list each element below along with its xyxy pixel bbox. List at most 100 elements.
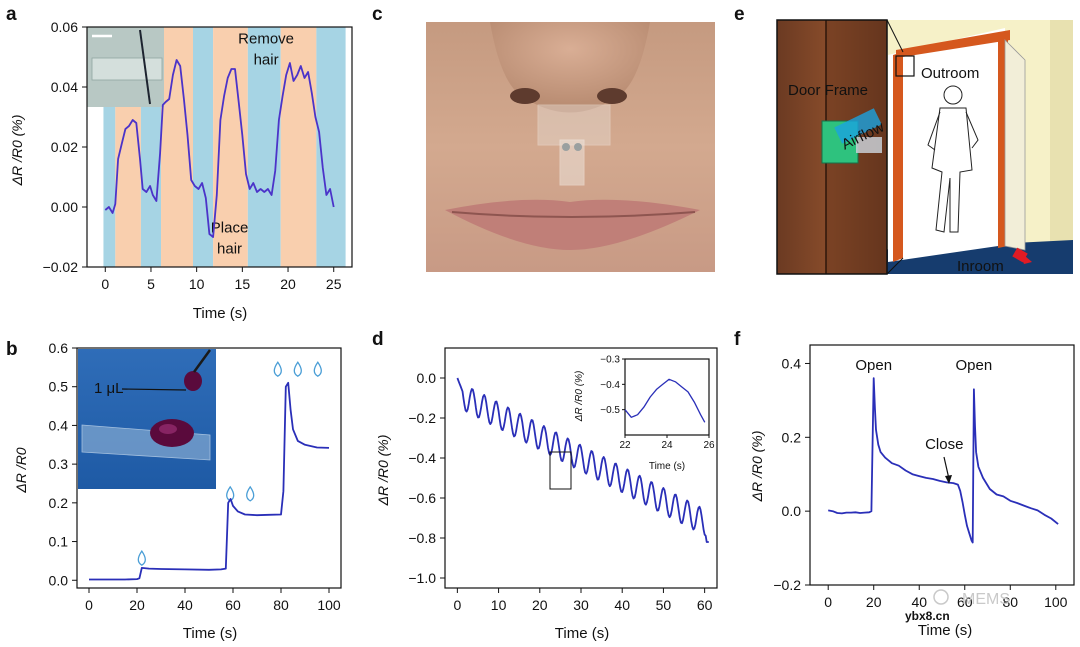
chart-d-xtick-label: 30 xyxy=(573,597,589,613)
chart-b-series-line xyxy=(89,381,330,581)
chart-f-xtick-label: 60 xyxy=(957,594,973,610)
chart-a-band-place xyxy=(103,27,116,267)
chart-d-zoom-box xyxy=(549,451,572,490)
watermark-site: ybx8.cn xyxy=(905,609,950,623)
chart-b-droplet-icon xyxy=(273,361,282,377)
chart-a-ytick-label: 0.00 xyxy=(51,199,78,215)
chart-d-inset-series-line xyxy=(624,378,706,423)
chart-d-inset-ytick-label: −0.3 xyxy=(600,355,620,366)
chart-d-xtick-label: 10 xyxy=(491,597,507,613)
chart-a-annotation: hair xyxy=(254,52,279,69)
chart-f-ytick-label: 0.4 xyxy=(782,355,802,371)
chart-a-xtick-label: 10 xyxy=(189,276,205,292)
chart-f-ytick-label: 0.2 xyxy=(782,429,802,445)
chart-d-inset-ytick-label: −0.4 xyxy=(600,380,620,391)
chart-b-xtick-label: 40 xyxy=(177,597,193,613)
panel-letter-b: b xyxy=(6,339,18,360)
panel-letter-d: d xyxy=(372,329,384,350)
chart-a-annotation: Place xyxy=(211,220,249,237)
chart-b-droplet-icon xyxy=(313,361,322,377)
chart-d-xtick-label: 60 xyxy=(697,597,713,613)
chart-d-xtick-label: 0 xyxy=(453,597,461,613)
chart-d-xtick-label: 20 xyxy=(532,597,548,613)
chart-b-inset-photo: 1 μL xyxy=(78,349,216,489)
chart-d-inset-xtick-label: 22 xyxy=(619,440,631,451)
chart-b-xtick-label: 20 xyxy=(129,597,145,613)
chart-f-ylabel: ΔR /R0 (%) xyxy=(749,431,765,503)
chart-a-band-place xyxy=(247,27,281,267)
panel-letter-e: e xyxy=(734,4,745,25)
chart-d-inset-xtick-label: 26 xyxy=(703,440,715,451)
chart-f-xtick-label: 40 xyxy=(911,594,927,610)
chart-f-annotations: Open Open Close xyxy=(855,357,992,453)
chart-d-inset-ylabel: ΔR /R0 (%) xyxy=(574,371,585,423)
chart-d-breathing-response: 0 10 20 30 40 50 60 0.0 −0.2 −0.4 −0.6 −0.8 −1.0 Tim… xyxy=(375,347,718,642)
chart-a-ytick-label: −0.02 xyxy=(43,259,79,275)
chart-b-droplets xyxy=(137,361,322,566)
chart-f-annotation: Open xyxy=(855,357,892,374)
chart-a-xtick-label: 20 xyxy=(280,276,296,292)
chart-a-annotation: hair xyxy=(217,241,242,258)
chart-d-xlabel: Time (s) xyxy=(555,625,609,642)
chart-a-annotation: Remove xyxy=(238,31,294,48)
chart-b-droplet-icon xyxy=(293,361,302,377)
chart-d-inset-xtick-label: 24 xyxy=(661,440,673,451)
chart-f-xtick-label: 20 xyxy=(866,594,882,610)
chart-d-ylabel: ΔR /R0 (%) xyxy=(375,435,391,507)
chart-b-ytick-label: 0.1 xyxy=(49,534,69,550)
chart-f-annotation: Open xyxy=(956,357,993,374)
chart-f-ytick-label: 0.0 xyxy=(782,503,802,519)
chart-a-ytick-label: 0.04 xyxy=(51,79,78,95)
chart-a-xtick-label: 5 xyxy=(147,276,155,292)
chart-a-ytick-label: 0.02 xyxy=(51,139,78,155)
chart-b-inset-volume-label: 1 μL xyxy=(94,380,124,397)
chart-b-ylabel: ΔR /R0 xyxy=(13,447,29,493)
chart-a-xtick-label: 25 xyxy=(326,276,342,292)
chart-a-hair-response: Remove hair Place hair 0 5 10 15 20 25 −0.02 0.00 0… xyxy=(9,19,353,322)
chart-d-inset-axes: 22 24 26 −0.3 −0.4 −0.5 xyxy=(600,355,715,452)
chart-d-ytick-label: −1.0 xyxy=(408,570,436,586)
chart-d-ytick-label: −0.6 xyxy=(408,490,436,506)
chart-b-ytick-label: 0.6 xyxy=(49,340,69,356)
chart-d-ytick-label: −0.4 xyxy=(408,450,436,466)
chart-d-xtick-label: 50 xyxy=(656,597,672,613)
chart-a-series-line xyxy=(104,59,335,238)
photo-c-nose-sensor xyxy=(426,22,715,272)
chart-a-band-remove xyxy=(280,27,317,267)
chart-d-ytick-label: −0.8 xyxy=(408,530,436,546)
door-illustration: Door Frame Airflow Outroom Inroom xyxy=(776,19,1073,275)
panel-letter-f: f xyxy=(734,329,741,350)
chart-f-axes: 0 20 40 60 80 100 0.4 0.2 0.0 −0.2 xyxy=(773,355,1067,610)
chart-f-frame xyxy=(809,344,1075,586)
chart-a-xtick-label: 0 xyxy=(101,276,109,292)
chart-b-frame xyxy=(76,347,342,589)
chart-f-close-arrow xyxy=(943,456,950,480)
chart-f-ytick-label: −0.2 xyxy=(773,577,801,593)
chart-b-droplet-icon xyxy=(137,549,146,566)
chart-f-xlabel: Time (s) xyxy=(918,622,972,639)
watermark-icon xyxy=(933,589,949,605)
chart-d-series-line xyxy=(456,377,709,543)
chart-a-inset-photo xyxy=(87,27,164,107)
chart-a-ytick-label: 0.06 xyxy=(51,19,78,35)
chart-b-xtick-label: 0 xyxy=(85,597,93,613)
chart-b-ytick-label: 0.0 xyxy=(49,572,69,588)
chart-d-inset-xlabel: Time (s) xyxy=(649,461,685,472)
chart-b-ytick-label: 0.2 xyxy=(49,495,69,511)
chart-b-xtick-label: 80 xyxy=(273,597,289,613)
chart-f-xtick-label: 80 xyxy=(1002,594,1018,610)
chart-f-annotation: Close xyxy=(925,436,963,453)
panel-letter-c: c xyxy=(372,4,383,25)
chart-a-xtick-label: 15 xyxy=(235,276,251,292)
chart-f-xtick-label: 0 xyxy=(824,594,832,610)
chart-b-xtick-label: 100 xyxy=(317,597,341,613)
chart-b-xlabel: Time (s) xyxy=(183,625,237,642)
chart-f-close-arrow-head xyxy=(945,475,952,484)
chart-f-series-line xyxy=(828,377,1059,544)
chart-d-axes: 0 10 20 30 40 50 60 0.0 −0.2 −0.4 −0.6 −0.8 −1.0 xyxy=(408,370,712,613)
watermark-brand: MEMS xyxy=(962,591,1010,608)
chart-d-ytick-label: 0.0 xyxy=(417,370,437,386)
chart-b-ytick-label: 0.4 xyxy=(49,417,69,433)
panel-letter-a: a xyxy=(6,4,17,25)
